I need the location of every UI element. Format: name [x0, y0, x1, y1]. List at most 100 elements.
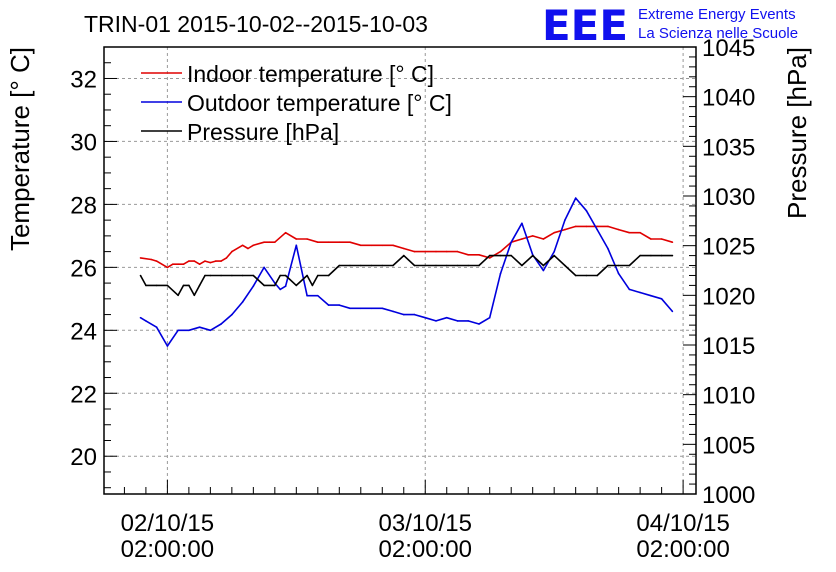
logo-line-2: La Scienza nelle Scuole	[638, 25, 798, 42]
data-point	[155, 260, 158, 262]
data-point	[456, 320, 459, 322]
data-point	[607, 264, 609, 267]
data-point	[225, 257, 228, 259]
data-point	[499, 250, 502, 253]
data-point	[274, 241, 276, 243]
data-point	[214, 260, 217, 262]
data-point	[413, 264, 416, 267]
data-point	[574, 274, 577, 277]
data-point	[284, 274, 287, 277]
x-tick-label-date: 04/10/15	[636, 510, 729, 537]
data-point	[188, 260, 190, 262]
data-point	[166, 266, 169, 269]
data-point	[263, 241, 265, 243]
data-point	[542, 238, 545, 240]
data-point	[172, 263, 174, 266]
data-point	[478, 323, 480, 325]
data-point	[284, 285, 287, 288]
data-point	[445, 264, 448, 267]
data-point	[650, 254, 652, 257]
data-point	[381, 264, 384, 267]
data-point	[424, 264, 427, 267]
data-point	[231, 274, 233, 277]
data-point	[435, 320, 437, 322]
data-point	[145, 284, 147, 287]
data-point	[381, 244, 384, 247]
y-tick-label-right: 1015	[702, 333, 755, 360]
data-point	[660, 298, 663, 300]
data-point	[145, 320, 147, 322]
y-tick-label-right: 1045	[702, 35, 755, 62]
data-point	[392, 310, 394, 313]
data-point	[488, 316, 491, 319]
data-point	[150, 258, 153, 261]
data-point	[660, 254, 663, 257]
data-point	[295, 244, 298, 247]
data-point	[338, 264, 341, 267]
data-point	[370, 244, 373, 247]
data-point	[317, 241, 319, 243]
y-tick-label-left: 32	[70, 66, 97, 93]
data-point	[139, 274, 142, 277]
data-point	[198, 263, 201, 266]
data-point	[424, 316, 427, 319]
data-point	[660, 238, 663, 240]
y-tick-label-right: 1035	[702, 134, 755, 161]
data-point	[521, 222, 523, 225]
grid	[104, 47, 696, 494]
data-point	[403, 247, 405, 250]
data-point	[596, 225, 598, 228]
series-1	[139, 197, 674, 347]
data-point	[553, 250, 555, 253]
data-point	[177, 329, 179, 332]
data-point	[349, 241, 351, 243]
data-point	[650, 238, 652, 240]
data-point	[650, 294, 652, 297]
data-point	[193, 260, 196, 262]
y-tick-label-right: 1020	[702, 283, 755, 310]
data-point	[392, 264, 394, 267]
data-point	[263, 284, 265, 287]
data-point	[456, 264, 459, 267]
data-point	[360, 244, 362, 247]
data-point	[510, 254, 512, 257]
data-point	[306, 274, 308, 277]
eee-logo: EEE Extreme Energy Events La Scienza nel…	[542, 1, 798, 50]
legend: Indoor temperature [° C] Outdoor temperat…	[141, 61, 452, 145]
data-point	[403, 254, 405, 257]
data-point	[585, 209, 588, 212]
data-point	[198, 326, 201, 329]
data-point	[349, 307, 351, 310]
series-line	[140, 225, 673, 269]
data-point	[220, 323, 222, 325]
data-point	[521, 264, 523, 267]
plot-frame	[103, 46, 697, 495]
data-point	[279, 274, 282, 277]
data-point	[639, 291, 641, 294]
data-point	[585, 225, 588, 228]
data-point	[671, 241, 674, 243]
data-point	[628, 264, 631, 267]
data-point	[424, 250, 427, 253]
data-point	[435, 264, 437, 267]
data-point	[639, 254, 641, 257]
y-tick-label-right: 1040	[702, 85, 755, 112]
data-point	[413, 313, 416, 316]
data-point	[564, 219, 566, 221]
data-point	[263, 266, 265, 269]
data-point	[166, 284, 169, 287]
data-point	[467, 254, 470, 256]
data-point	[231, 250, 233, 253]
data-point	[499, 272, 502, 275]
data-point	[478, 264, 480, 267]
data-point	[671, 310, 674, 313]
data-point	[392, 244, 394, 247]
data-point	[182, 284, 185, 287]
data-point	[585, 274, 588, 277]
data-point	[553, 254, 555, 257]
data-point	[338, 241, 341, 243]
data-point	[252, 274, 255, 277]
data-point	[268, 241, 271, 243]
data-point	[252, 285, 255, 288]
y-tick-label-left: 30	[70, 129, 97, 156]
